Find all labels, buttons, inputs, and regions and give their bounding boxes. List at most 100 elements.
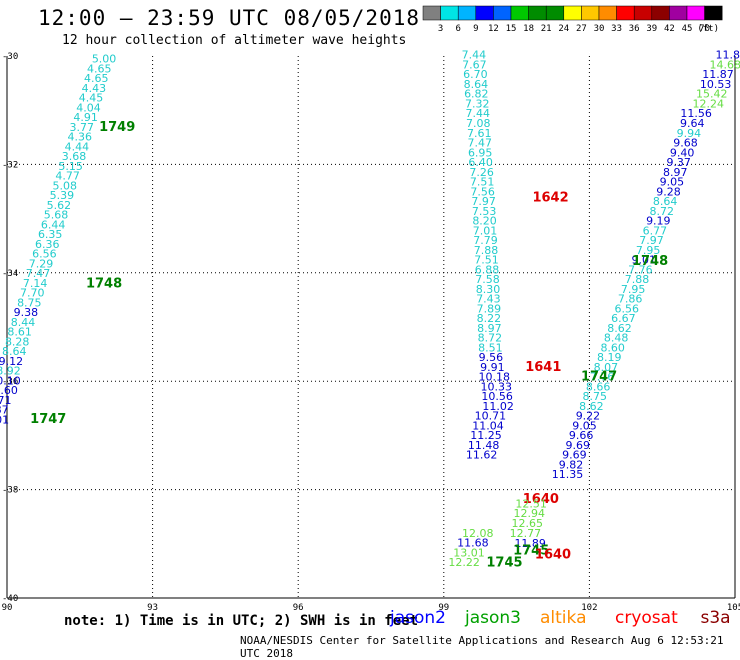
y-tick-label: -34: [2, 269, 18, 279]
data-point-label: 9.68: [673, 137, 698, 150]
track-time-label: 1745: [486, 556, 522, 571]
data-point-label: 7.70: [20, 287, 45, 300]
track-time-label: 1642: [532, 190, 568, 205]
data-point-label: 5.00: [92, 53, 117, 66]
colorbar-label: 24: [558, 24, 569, 34]
data-point-label: 9.64: [680, 117, 705, 130]
data-point-label: 6.35: [38, 228, 63, 241]
data-point-label: 8.07: [594, 361, 619, 374]
colorbar-label: 42: [664, 24, 675, 34]
colorbar-label: 18: [523, 24, 534, 34]
data-point-label: 7.56: [470, 185, 495, 198]
track-time-label: 1749: [99, 120, 135, 135]
data-point-label: 7.97: [471, 195, 496, 208]
x-tick-label: 93: [147, 603, 158, 613]
data-point-label: 11.56: [680, 107, 712, 120]
track-time-label: 1745: [513, 544, 549, 559]
data-point-label: 9.82: [559, 458, 584, 471]
data-point-label: 7.32: [465, 97, 490, 110]
colorbar-cell: [422, 5, 441, 21]
data-point-label: 8.64: [464, 78, 489, 91]
data-point-label: 9.87: [0, 404, 9, 417]
axis-labels: 90 93 96 99 102 105 -30 -32 -34 -36 -38 -40: [2, 52, 740, 613]
data-point-label: 10.53: [700, 78, 732, 91]
data-point-label: 8.22: [477, 312, 502, 325]
legend-s3a: s3a: [700, 608, 731, 628]
data-point-label: 7.58: [475, 273, 500, 286]
data-point-label: 9.69: [562, 449, 587, 462]
data-point-label: 7.67: [462, 58, 487, 71]
data-point-label: 5.15: [58, 160, 83, 173]
data-point-label: 5.39: [50, 189, 75, 202]
data-point-label: 11.8: [715, 49, 740, 62]
track-time-label: 1641: [525, 360, 561, 375]
colorbar-label: 70: [699, 24, 710, 34]
data-point-label: 11.25: [470, 429, 502, 442]
data-point-label: 11.62: [466, 449, 498, 462]
data-point-label: 12.24: [693, 97, 725, 110]
data-point-label: 8.75: [17, 296, 42, 309]
data-point-label: 8.48: [604, 332, 629, 345]
data-point-label: 15.42: [696, 88, 728, 101]
colorbar-cell: [686, 5, 705, 21]
data-point-label: 11.89: [514, 537, 546, 550]
data-point-label: 8.75: [582, 390, 607, 403]
data-point-label: 11.02: [482, 400, 514, 413]
data-point-label: 12.08: [462, 527, 494, 540]
data-point-label: 7.14: [23, 277, 48, 290]
data-point-label: 7.43: [476, 293, 501, 306]
data-point-label: 8.28: [5, 335, 30, 348]
data-point-label: 7.97: [639, 234, 664, 247]
data-point-label: 5.68: [44, 209, 69, 222]
x-tick-label: 99: [438, 603, 449, 613]
data-point-label: 12.51: [515, 497, 547, 510]
colorbar-label: 6: [455, 24, 460, 34]
data-point-label: 5.62: [47, 199, 72, 212]
data-point-label: 8.60: [600, 341, 625, 354]
data-point-label: 7.86: [618, 293, 643, 306]
data-point-label: 3.68: [62, 150, 87, 163]
data-point-label: 12.77: [510, 527, 542, 540]
colorbar-cell: [581, 5, 600, 21]
data-point-label: 7.79: [473, 234, 498, 247]
data-point-label: 7.88: [625, 273, 650, 286]
colorbar-label: 45: [682, 24, 693, 34]
data-point-label: 11.68: [457, 537, 489, 550]
note-text: note: 1) Time is in UTC; 2) SWH is in fe…: [64, 613, 419, 629]
data-point-label: 8.66: [586, 380, 611, 393]
colorbar-cell: [440, 5, 459, 21]
grid: [7, 56, 735, 598]
colorbar-cell: [704, 5, 723, 21]
data-point-label: 10.56: [481, 390, 513, 403]
legend-altika: altika: [540, 608, 587, 628]
data-point-label: 8.92: [0, 365, 21, 378]
track-time-label: 1748: [86, 276, 122, 291]
data-point-label: 4.44: [65, 140, 90, 153]
data-point-label: 8.62: [579, 400, 604, 413]
data-point-label: 3.77: [69, 121, 94, 134]
data-point-label: 11.35: [552, 468, 584, 481]
plot-frame: [6, 56, 736, 599]
data-point-label: 4.77: [55, 170, 80, 183]
data-point-label: 4.04: [76, 101, 101, 114]
data-point-label: 10.71: [475, 410, 507, 423]
data-point-label: 8.61: [7, 326, 32, 339]
data-point-label: 8.97: [663, 166, 688, 179]
data-point-label: 10.60: [0, 384, 18, 397]
data-point-label: 7.08: [466, 117, 491, 130]
colorbar-label: 3: [438, 24, 443, 34]
data-point-label: 10.33: [480, 380, 512, 393]
colorbar: 3 6 9 12 15 18 21 24 27 30 33 36 39 42 45 70(ft): [422, 5, 723, 34]
data-point-label: 11.48: [468, 439, 500, 452]
data-point-label: 4.45: [79, 92, 104, 105]
colorbar-cell: [475, 5, 494, 21]
legend-jason2: jason2: [390, 608, 446, 628]
x-tick-label: 96: [293, 603, 304, 613]
data-point-label: 9.01: [632, 254, 657, 267]
data-point-label: 8.64: [2, 345, 27, 358]
data-point-label: 8.44: [11, 316, 36, 329]
data-point-label: 8.72: [649, 205, 674, 218]
colorbar-cell: [510, 5, 529, 21]
x-tick-label: 105: [727, 603, 740, 613]
